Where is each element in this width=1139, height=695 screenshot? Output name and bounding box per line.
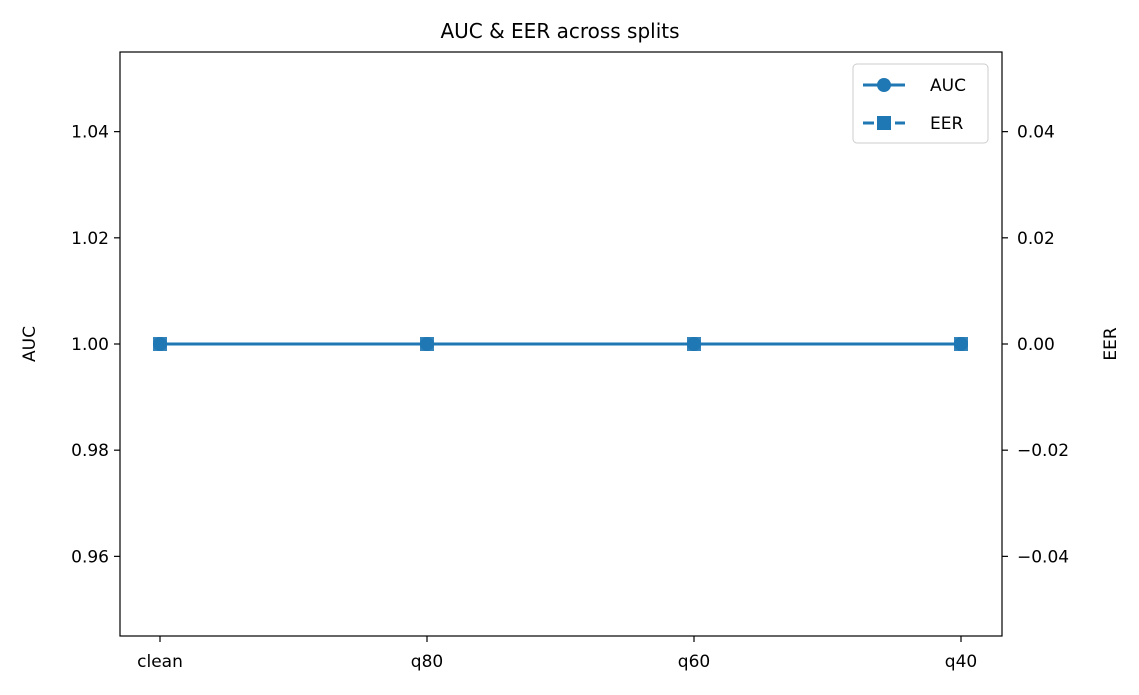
legend-marker [877,78,891,92]
y-axis-left-label: AUC [20,326,40,362]
y-right-tick-label: −0.04 [1017,547,1069,567]
data-point [420,337,434,351]
y-left-tick-label: 1.04 [71,123,109,143]
y-axis-right: −0.04 −0.02 0.00 0.02 0.04 [1002,123,1069,567]
x-tick-label: q60 [678,652,710,672]
x-tick-label: q80 [411,652,443,672]
legend: AUC EER [852,63,989,144]
y-right-tick-label: 0.00 [1017,335,1055,355]
legend-item-eer: EER [863,114,963,134]
legend-item-auc: AUC [863,76,966,96]
legend-label: EER [930,114,963,134]
data-point [954,337,968,351]
y-left-tick-label: 0.98 [71,441,109,461]
y-right-tick-label: 0.02 [1017,229,1055,249]
y-left-tick-label: 0.96 [71,547,109,567]
series-layer [153,337,968,351]
x-tick-label: q40 [945,652,977,672]
chart-title: AUC & EER across splits [440,19,679,43]
data-point [153,337,167,351]
y-right-tick-label: 0.04 [1017,123,1055,143]
series-eer [153,337,968,351]
y-axis-left: 0.96 0.98 1.00 1.02 1.04 [71,123,120,567]
x-tick-label: clean [137,652,183,672]
y-left-tick-label: 1.00 [71,335,109,355]
x-axis: clean q80 q60 q40 [137,636,977,672]
data-point [687,337,701,351]
y-right-tick-label: −0.02 [1017,441,1069,461]
legend-label: AUC [930,76,966,96]
y-left-tick-label: 1.02 [71,229,109,249]
y-axis-right-label: EER [1101,327,1121,360]
legend-frame [852,63,989,144]
legend-marker [877,116,891,130]
